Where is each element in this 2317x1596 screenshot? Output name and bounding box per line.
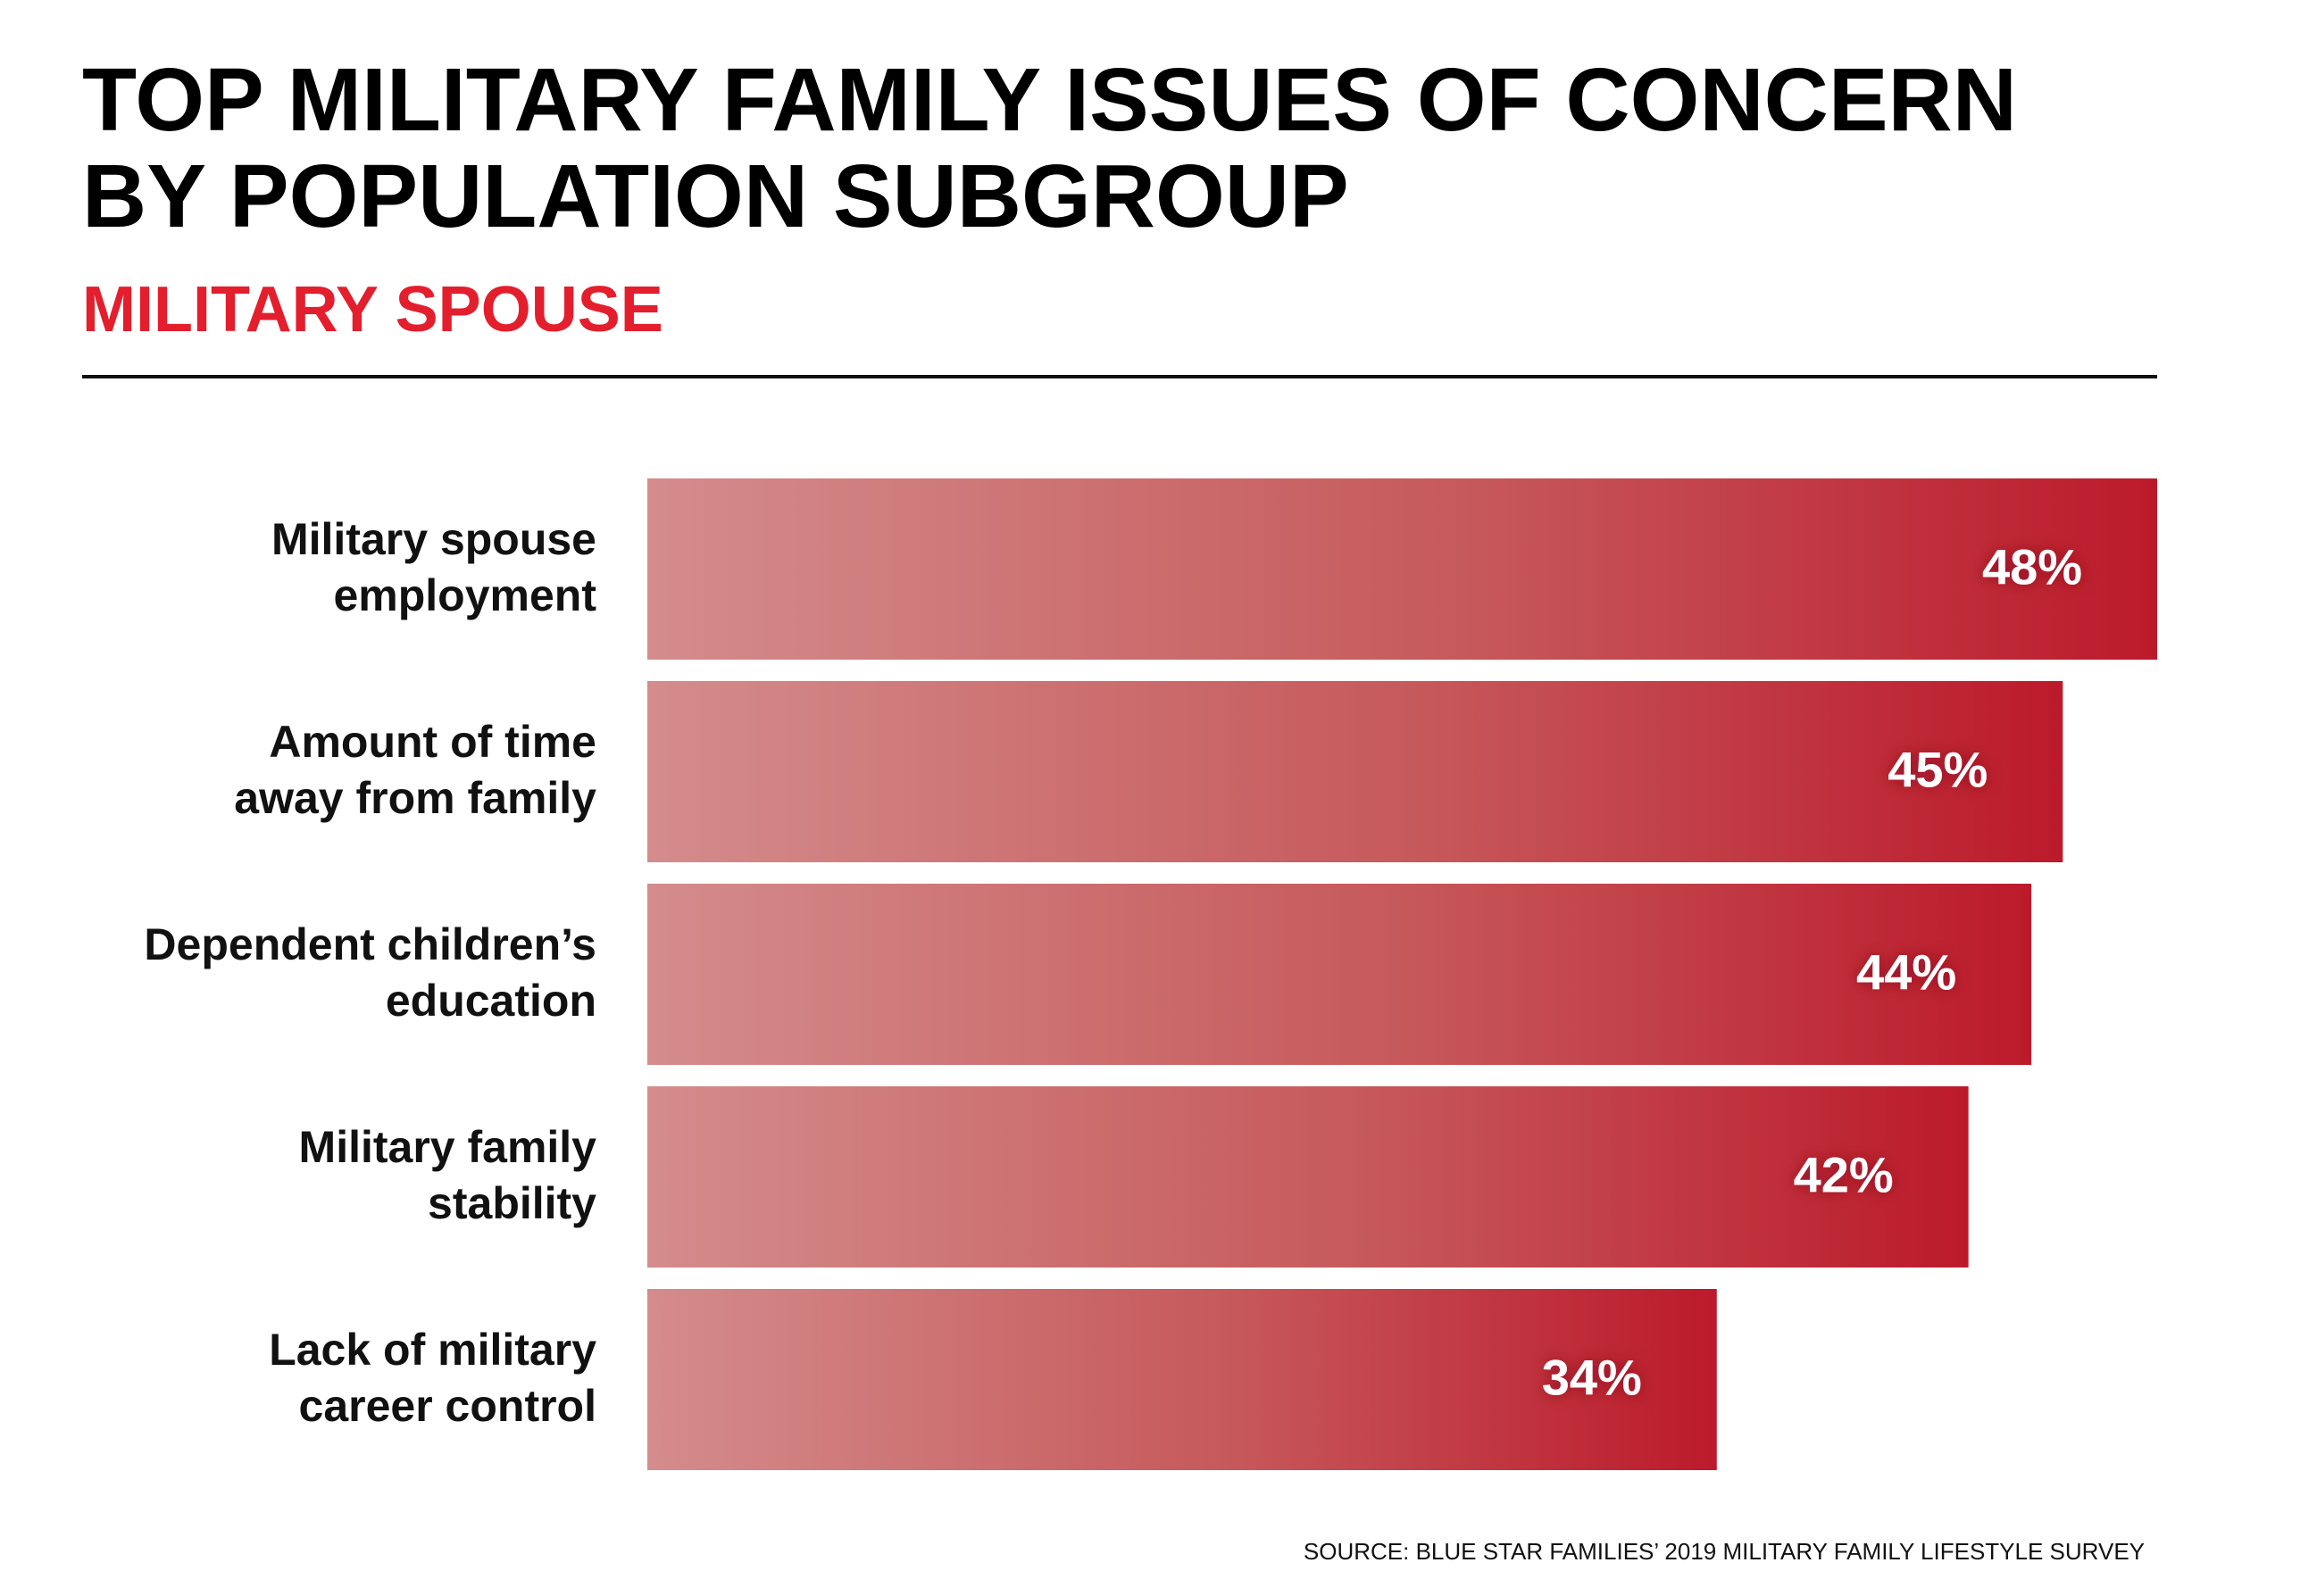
value-label: 48%: [1982, 538, 2082, 594]
text-line: stability: [428, 1178, 596, 1228]
source-note: SOURCE: BLUE STAR FAMILIES’ 2019 MILITAR…: [1304, 1538, 2145, 1565]
bar: [647, 478, 2157, 660]
bar: [647, 1289, 1717, 1470]
value-label: 44%: [1856, 943, 1956, 1000]
category-label: Amount of time away from family: [234, 717, 596, 823]
chart-title: TOP MILITARY FAMILY ISSUES OF CONCERN BY …: [82, 50, 2017, 246]
bar: [647, 681, 2063, 862]
text-line: Lack of military: [269, 1325, 596, 1375]
category-label: Lack of military career control: [269, 1325, 596, 1431]
text-line: away from family: [234, 773, 596, 823]
text-line: Military spouse: [271, 514, 596, 564]
text-line: education: [386, 976, 596, 1026]
bar: [647, 884, 2032, 1065]
text-line: Amount of time: [269, 717, 596, 767]
chart-subtitle: MILITARY SPOUSE: [82, 274, 663, 345]
bar: [647, 1086, 1969, 1268]
value-label: 42%: [1794, 1146, 1894, 1202]
text-line: BY POPULATION SUBGROUP: [82, 146, 1349, 246]
text-line: Dependent children’s: [144, 919, 596, 969]
text-line: TOP MILITARY FAMILY ISSUES OF CONCERN: [82, 50, 2017, 150]
value-label: 45%: [1888, 741, 1988, 797]
category-label: Dependent children’s education: [144, 919, 596, 1026]
text-line: employment: [333, 570, 596, 620]
category-label: Military family stability: [299, 1122, 597, 1228]
category-label: Military spouse employment: [271, 514, 596, 620]
value-label: 34%: [1542, 1349, 1642, 1405]
text-line: Military family: [299, 1122, 597, 1172]
text-line: career control: [299, 1381, 596, 1431]
